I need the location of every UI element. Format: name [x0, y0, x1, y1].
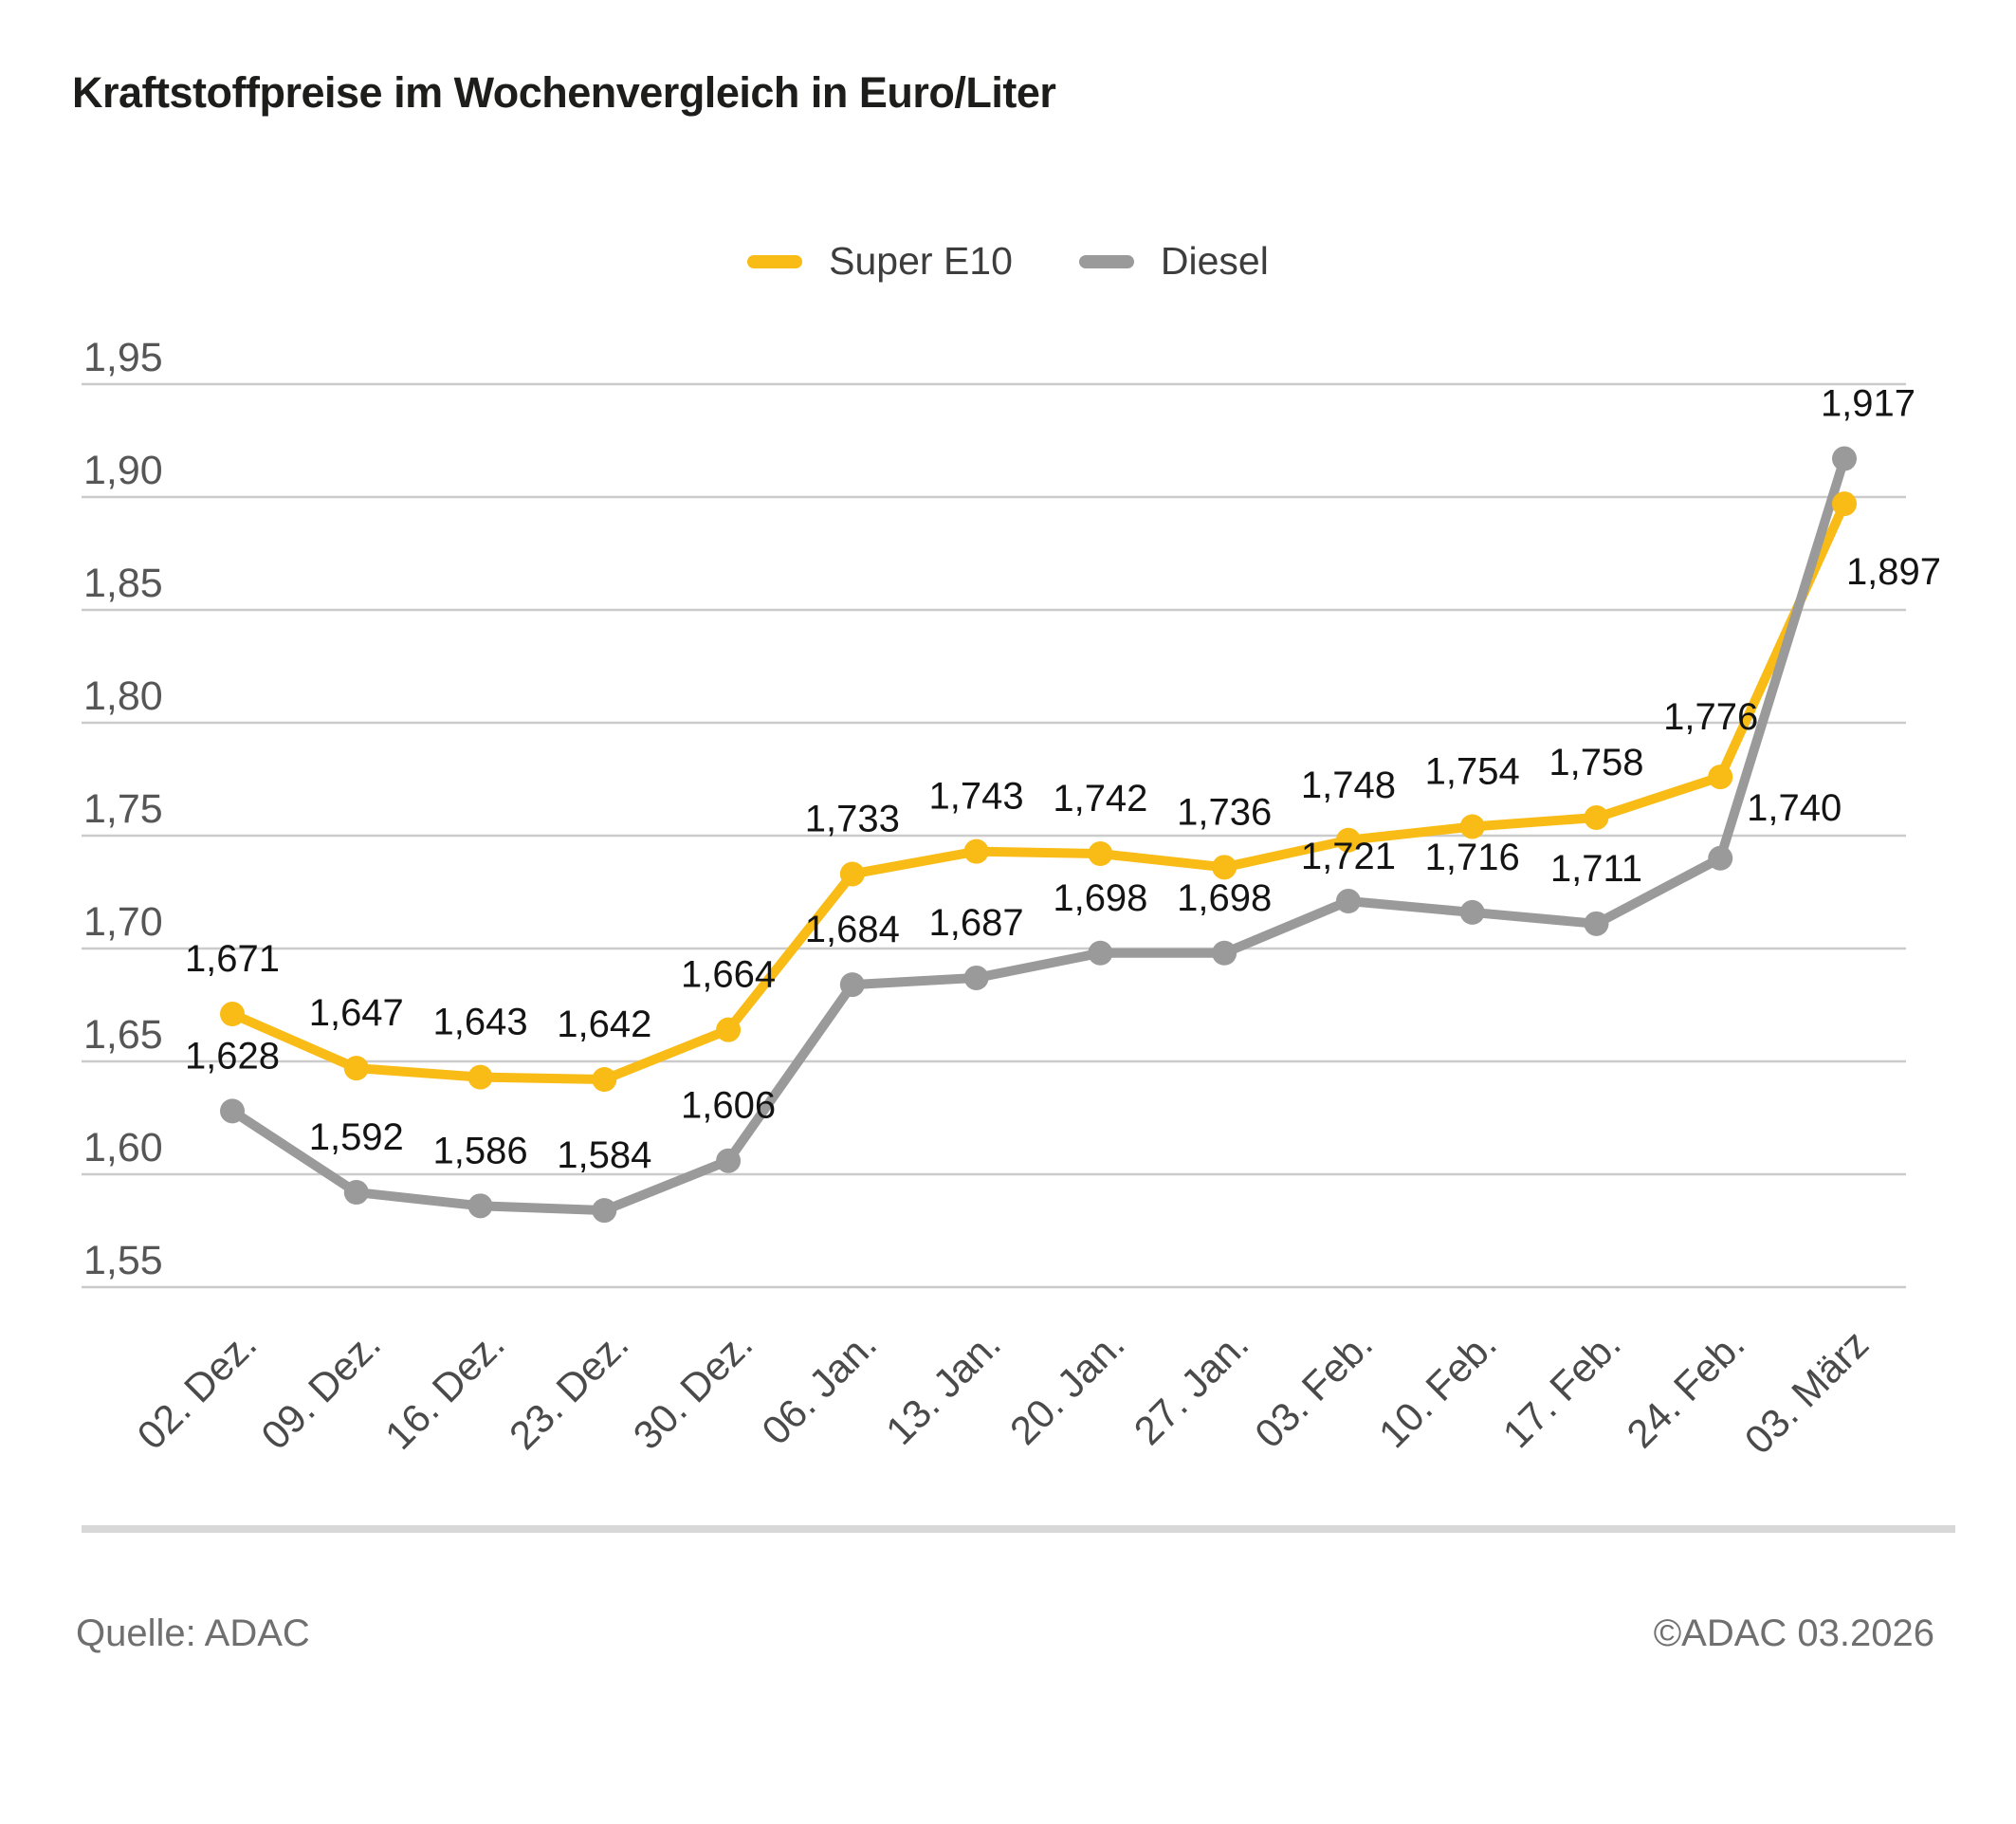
- value-label-diesel: 1,740: [1747, 787, 1842, 829]
- value-label-diesel: 1,716: [1425, 837, 1520, 878]
- data-point-diesel: [716, 1148, 742, 1173]
- value-label-super-e10: 1,671: [185, 938, 280, 980]
- value-label-super-e10: 1,733: [805, 798, 900, 839]
- value-label-super-e10: 1,643: [432, 1002, 527, 1043]
- legend-label-diesel: Diesel: [1160, 239, 1269, 283]
- value-label-super-e10: 1,754: [1425, 750, 1520, 792]
- legend-swatch-diesel-icon: [1078, 254, 1134, 268]
- y-axis-label: 1,80: [83, 673, 163, 719]
- x-axis-label: 27. Jan.: [1126, 1321, 1257, 1453]
- data-point-super-e10: [1335, 827, 1361, 853]
- legend-swatch-super-e10-icon: [747, 254, 803, 268]
- data-point-diesel: [1335, 889, 1361, 914]
- page-title: Kraftstoffpreise im Wochenvergleich in E…: [72, 68, 1056, 117]
- y-axis-label: 1,55: [83, 1238, 163, 1283]
- x-axis-label: 10. Feb.: [1370, 1321, 1505, 1456]
- y-axis-label: 1,90: [83, 448, 163, 493]
- value-label-diesel: 1,698: [1177, 877, 1272, 919]
- value-label-diesel: 1,592: [309, 1116, 404, 1158]
- source-text: Quelle: ADAC: [76, 1612, 310, 1654]
- legend-label-super-e10: Super E10: [829, 239, 1013, 283]
- x-axis-label: 03. März: [1736, 1321, 1878, 1463]
- series-line-diesel: [228, 453, 1849, 1216]
- x-axis-label: 17. Feb.: [1494, 1321, 1629, 1456]
- data-point-diesel: [1584, 911, 1609, 936]
- data-point-diesel: [467, 1193, 493, 1219]
- legend-item-diesel: Diesel: [1078, 239, 1269, 284]
- x-axis-label: 20. Jan.: [1001, 1321, 1133, 1453]
- y-axis-label: 1,85: [83, 561, 163, 606]
- data-point-super-e10: [1708, 765, 1733, 790]
- value-label-diesel: 1,586: [432, 1130, 527, 1171]
- x-axis-label: 02. Dez.: [129, 1321, 266, 1458]
- data-point-super-e10: [343, 1056, 369, 1081]
- value-label-diesel: 1,584: [557, 1134, 651, 1176]
- data-point-diesel: [220, 1098, 245, 1124]
- data-point-super-e10: [1832, 491, 1857, 517]
- data-point-diesel: [1459, 899, 1485, 925]
- value-label-super-e10: 1,776: [1663, 696, 1758, 738]
- data-point-super-e10: [592, 1067, 617, 1093]
- value-label-diesel: 1,721: [1301, 836, 1396, 877]
- y-axis-label: 1,70: [83, 899, 163, 945]
- data-point-diesel: [1832, 446, 1857, 471]
- value-label-diesel: 1,684: [805, 909, 900, 950]
- data-point-super-e10: [1459, 814, 1485, 839]
- value-label-diesel: 1,606: [681, 1085, 776, 1127]
- value-label-super-e10: 1,647: [309, 992, 404, 1034]
- value-label-diesel: 1,687: [929, 902, 1024, 944]
- x-axis-label: 16. Dez.: [376, 1321, 513, 1458]
- data-point-diesel: [839, 972, 865, 998]
- value-label-super-e10: 1,642: [557, 1004, 651, 1045]
- copyright-text: ©ADAC 03.2026: [1653, 1612, 1934, 1654]
- value-label-super-e10: 1,758: [1549, 742, 1643, 783]
- x-axis-label: 09. Dez.: [252, 1321, 389, 1458]
- value-label-diesel: 1,711: [1550, 848, 1642, 890]
- data-point-super-e10: [467, 1064, 493, 1090]
- y-axis-label: 1,95: [83, 335, 163, 380]
- x-axis-label: 30. Dez.: [625, 1321, 761, 1458]
- value-label-super-e10: 1,736: [1177, 791, 1272, 833]
- data-point-super-e10: [839, 861, 865, 887]
- value-label-diesel: 1,917: [1821, 383, 1915, 425]
- data-point-diesel: [963, 965, 989, 990]
- data-point-diesel: [1708, 845, 1733, 871]
- data-point-super-e10: [1584, 804, 1609, 830]
- y-axis-label: 1,75: [83, 786, 163, 832]
- y-axis-label: 1,65: [83, 1012, 163, 1058]
- value-label-diesel: 1,628: [185, 1035, 280, 1077]
- data-point-super-e10: [963, 838, 989, 864]
- data-point-super-e10: [1212, 855, 1237, 880]
- value-label-diesel: 1,698: [1053, 877, 1147, 919]
- x-axis-label: 23. Dez.: [501, 1321, 637, 1458]
- x-axis-label: 06. Jan.: [753, 1321, 885, 1453]
- data-point-super-e10: [716, 1017, 742, 1042]
- value-label-super-e10: 1,664: [681, 954, 776, 996]
- data-point-diesel: [592, 1198, 617, 1224]
- footer-divider: [82, 1525, 1955, 1533]
- value-label-super-e10: 1,897: [1846, 551, 1941, 593]
- data-point-diesel: [343, 1180, 369, 1206]
- x-axis-label: 03. Feb.: [1246, 1321, 1381, 1456]
- series-line-super-e10: [228, 499, 1849, 1085]
- chart-legend: Super E10 Diesel: [0, 239, 2016, 284]
- value-label-super-e10: 1,742: [1053, 778, 1147, 820]
- x-axis-label: 13. Jan.: [877, 1321, 1009, 1453]
- data-point-diesel: [1088, 940, 1113, 966]
- y-axis-label: 1,60: [83, 1125, 163, 1170]
- data-point-diesel: [1212, 940, 1237, 966]
- x-axis-label: 24. Feb.: [1618, 1321, 1752, 1456]
- value-label-super-e10: 1,748: [1301, 765, 1396, 806]
- data-point-super-e10: [1088, 841, 1113, 867]
- data-point-super-e10: [220, 1002, 245, 1027]
- value-label-super-e10: 1,743: [929, 776, 1024, 818]
- legend-item-super-e10: Super E10: [747, 239, 1013, 284]
